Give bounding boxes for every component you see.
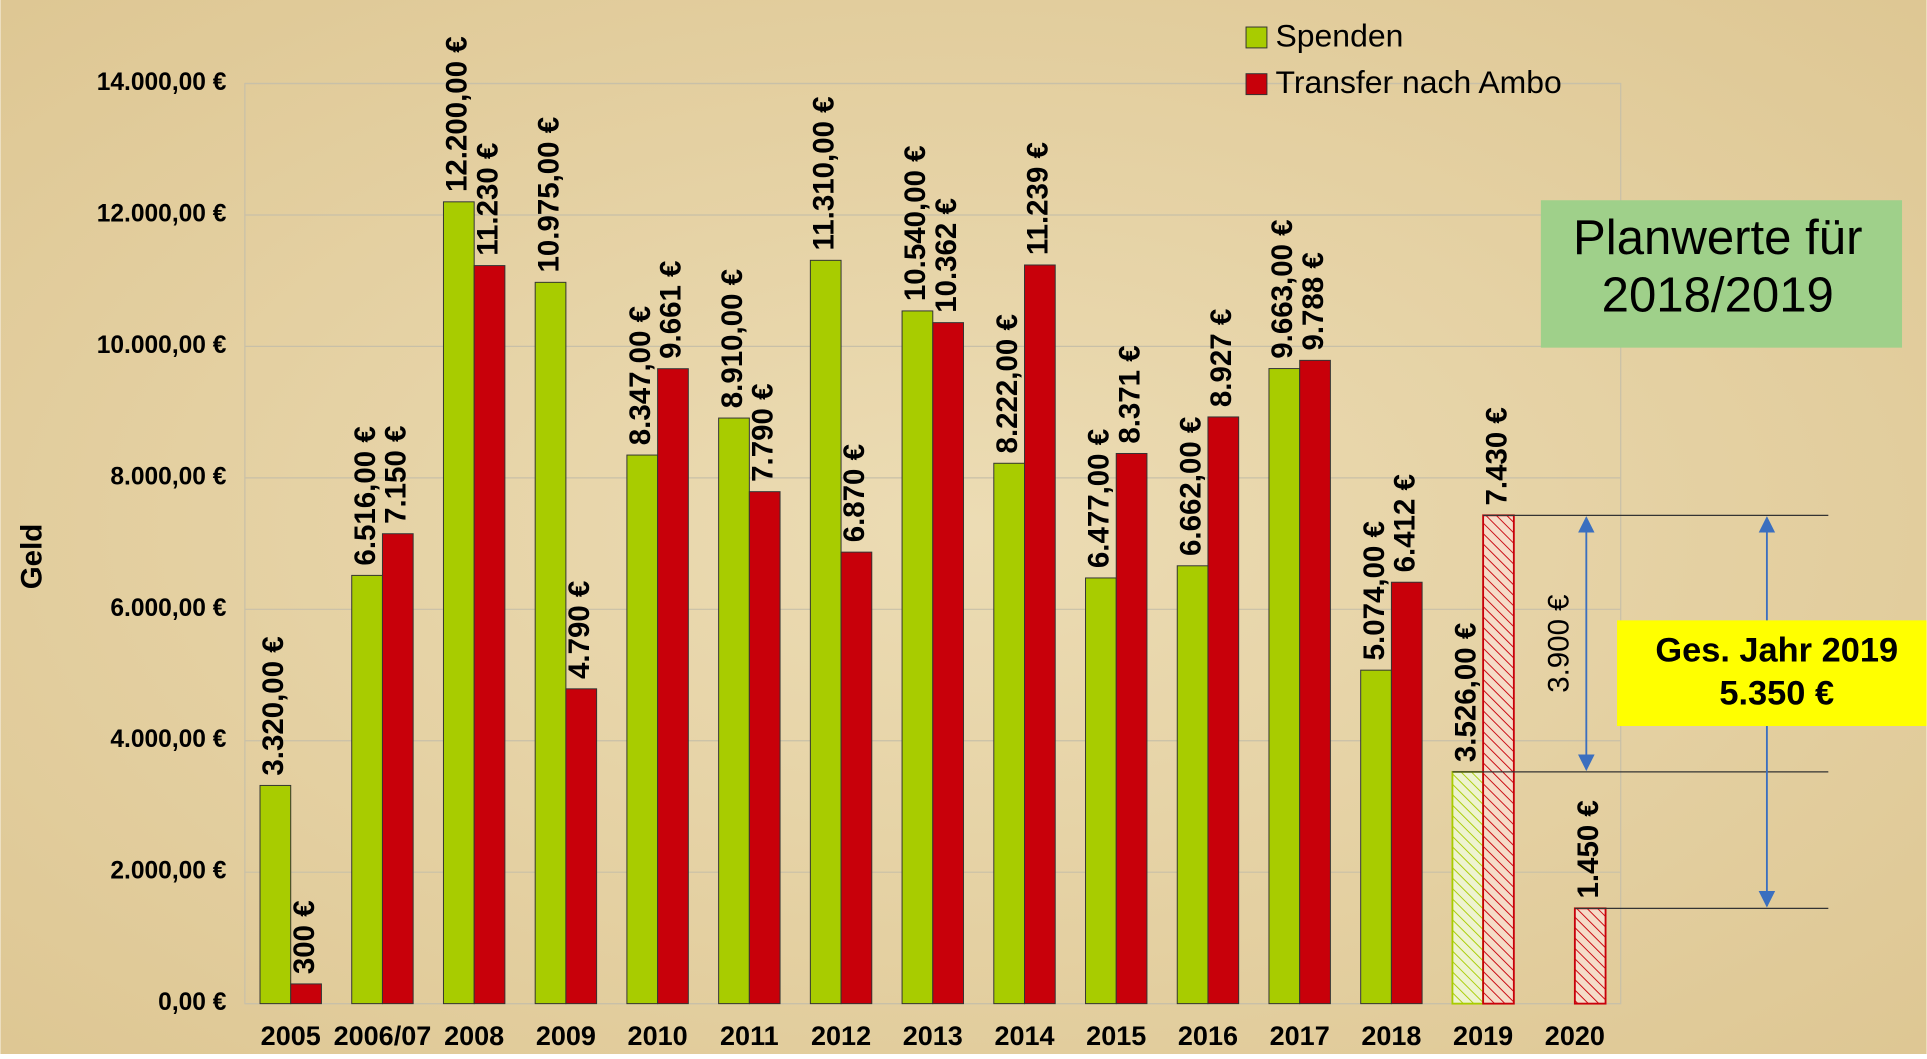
bar [381,533,414,1005]
value-label: 9.788 € [1297,252,1330,350]
legend-swatch [1245,73,1268,96]
y-tick-label: 2.000,00 € [110,858,226,885]
bar [840,551,873,1005]
bar [1390,581,1423,1005]
bar [901,310,934,1005]
x-tick-label: 2006/07 [334,1021,432,1051]
bar [1207,416,1240,1005]
total-box [1617,620,1927,727]
value-label: 6.477,00 € [1083,429,1116,568]
bar [809,259,842,1005]
bar [290,983,322,1005]
x-tick-label: 2018 [1361,1021,1421,1051]
value-label: 7.430 € [1480,407,1513,505]
value-label: 7.150 € [380,426,413,524]
value-label: 8.347,00 € [624,306,657,445]
legend-label: Spenden [1276,18,1404,54]
x-tick-label: 2017 [1270,1021,1330,1051]
y-tick-label: 14.000,00 € [97,69,227,96]
difference-label: 3.900 € [1542,594,1575,692]
plan-box [1540,200,1903,348]
bar [932,322,964,1005]
plan-box-text: 2018/2019 [1602,268,1834,322]
value-label: 8.927 € [1205,309,1238,407]
value-label: 1.450 € [1572,800,1605,898]
x-tick-label: 2014 [994,1021,1054,1051]
bar [1085,577,1117,1005]
bar [565,688,598,1005]
bar [993,462,1026,1005]
value-label: 10.362 € [930,198,963,313]
y-tick-label: 4.000,00 € [110,726,226,753]
total-box-text: Ges. Jahr 2019 [1655,631,1898,669]
bar [1573,907,1607,1005]
x-tick-label: 2015 [1086,1021,1146,1051]
bar [1360,669,1392,1005]
legend-swatch [1245,26,1268,49]
y-tick-label: 10.000,00 € [97,332,227,359]
value-label: 5.074,00 € [1358,521,1391,660]
x-tick-label: 2013 [903,1021,963,1051]
value-label: 9.663,00 € [1266,219,1299,358]
value-label: 11.310,00 € [807,96,840,250]
legend-label: Transfer nach Ambo [1276,64,1562,100]
bar [534,281,567,1005]
x-tick-label: 2019 [1453,1021,1513,1051]
bar [1024,264,1056,1005]
value-label: 10.975,00 € [532,117,565,273]
bar [1268,368,1301,1005]
bar [748,491,781,1005]
x-tick-label: 2010 [628,1021,688,1051]
total-box-text: 5.350 € [1719,674,1834,712]
value-label: 300 € [288,900,321,974]
x-tick-label: 2016 [1178,1021,1238,1051]
value-label: 11.230 € [471,143,504,256]
bar [657,368,689,1005]
bar [1299,359,1331,1005]
y-tick-label: 0,00 € [158,989,227,1016]
value-label: 9.661 € [655,261,688,359]
value-label: 3.320,00 € [257,636,290,775]
value-label: 6.662,00 € [1174,417,1207,556]
bar [473,265,506,1005]
value-label: 7.790 € [746,384,779,482]
value-label: 11.239 € [1022,142,1055,255]
x-tick-label: 2008 [444,1021,504,1051]
x-tick-label: 2009 [536,1021,596,1051]
x-tick-label: 2005 [261,1021,321,1051]
y-tick-label: 12.000,00 € [97,200,227,227]
bar [351,574,383,1005]
value-label: 3.526,00 € [1450,623,1483,762]
x-tick-label: 2012 [811,1021,871,1051]
bar [1115,452,1148,1005]
value-label: 6.516,00 € [349,426,382,565]
value-label: 8.371 € [1113,345,1146,443]
value-label: 8.222,00 € [991,314,1024,453]
value-label: 8.910,00 € [716,269,749,408]
bar [1482,514,1515,1005]
x-tick-label: 2011 [720,1021,779,1051]
y-tick-label: 8.000,00 € [110,463,226,490]
value-label: 4.790 € [563,581,596,679]
bar [442,201,475,1005]
bar [259,784,292,1005]
y-tick-label: 6.000,00 € [110,595,226,622]
plan-box-text: Planwerte für [1573,211,1862,265]
y-axis-label: Geld [15,524,48,590]
bar [1451,770,1485,1005]
value-label: 10.540,00 € [899,145,932,301]
bar [1176,565,1209,1005]
x-tick-label: 2020 [1545,1021,1605,1051]
value-label: 6.870 € [838,444,871,542]
value-label: 6.412 € [1389,474,1422,572]
bar [626,454,659,1005]
value-label: 12.200,00 € [441,36,474,192]
bar [718,417,750,1005]
